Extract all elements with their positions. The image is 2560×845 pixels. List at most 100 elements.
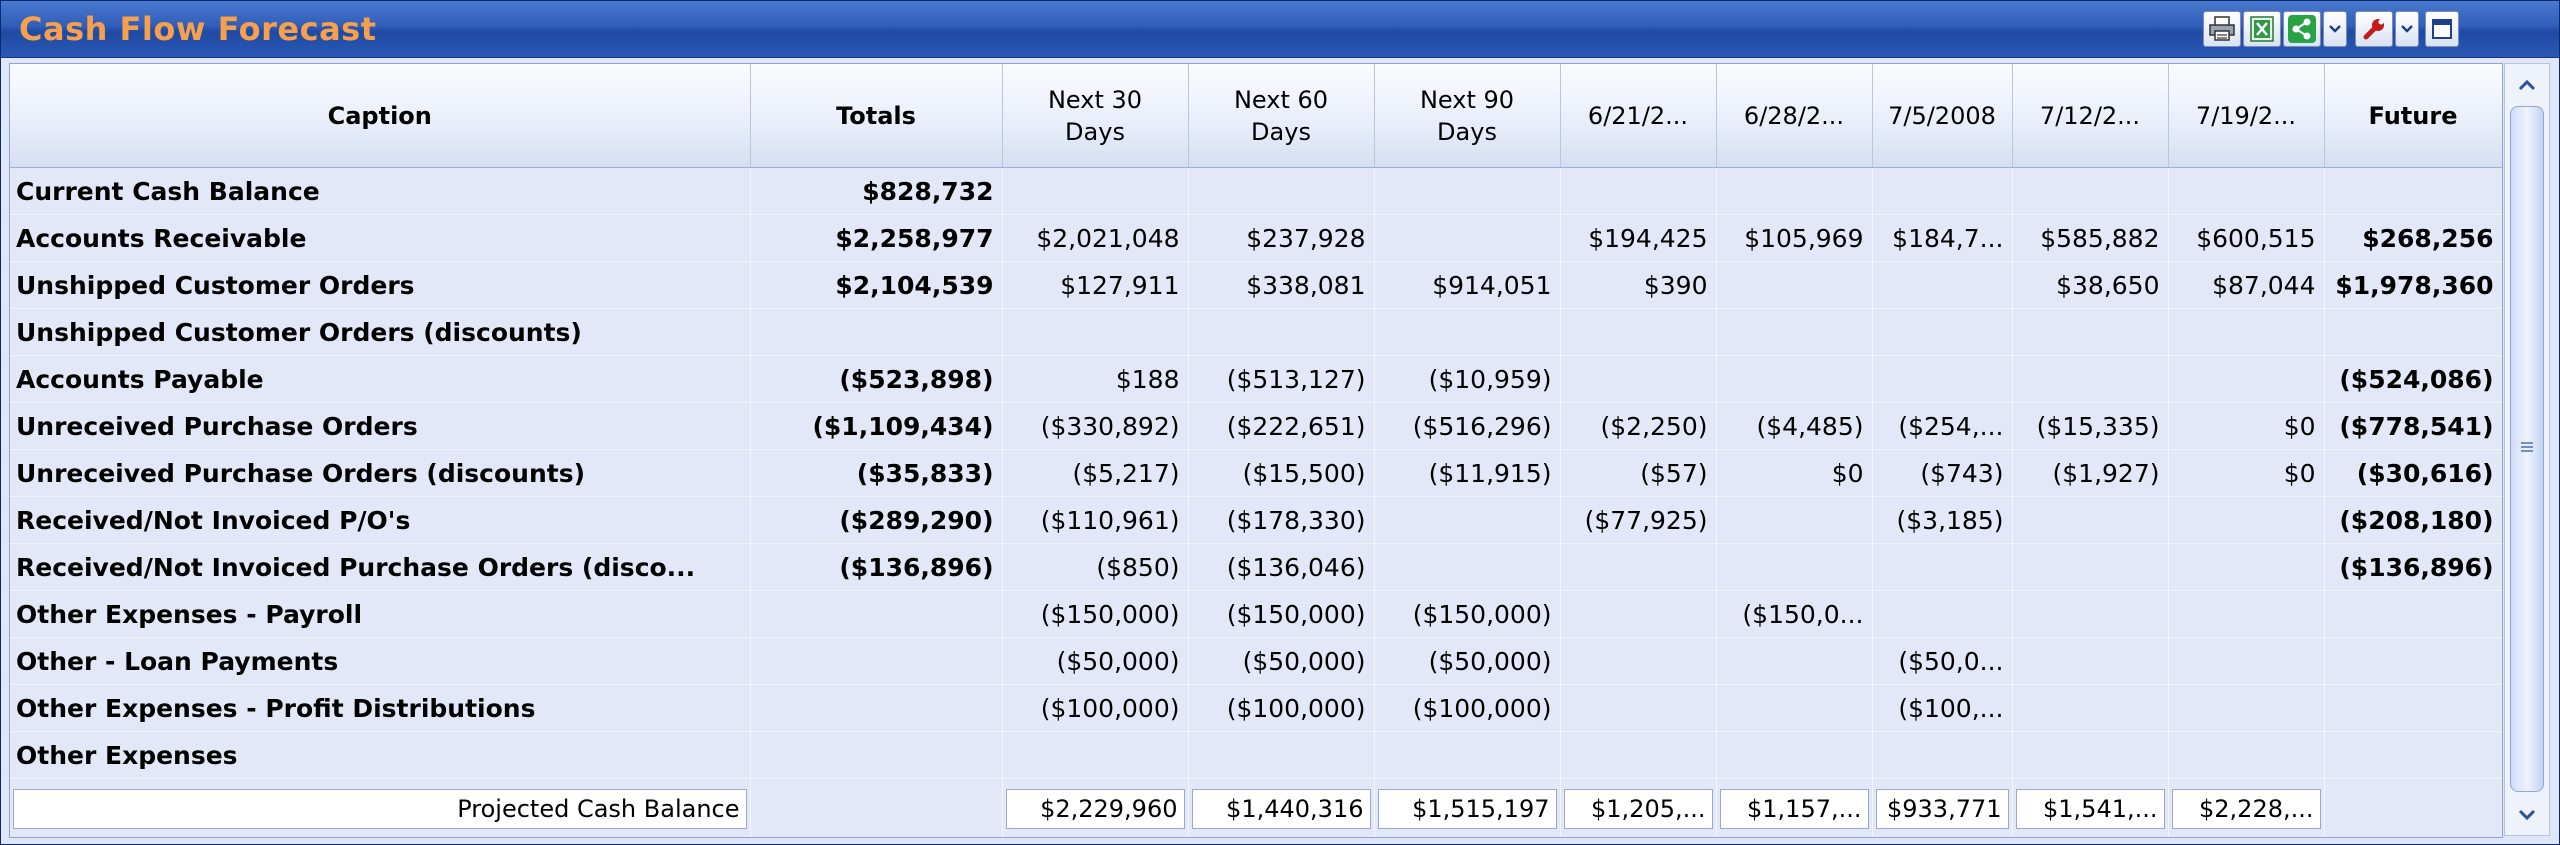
cell-d4[interactable] (2012, 684, 2169, 732)
cell-d3[interactable]: ($100,... (1872, 684, 2013, 732)
vertical-scrollbar[interactable] (2504, 63, 2550, 836)
cell-n30[interactable] (1002, 731, 1189, 779)
cell-totals[interactable] (750, 637, 1003, 685)
cell-n60[interactable]: ($150,000) (1188, 590, 1375, 638)
cell-d2[interactable]: $0 (1716, 449, 1873, 497)
cell-d4[interactable] (2012, 731, 2169, 779)
cell-n30[interactable]: ($850) (1002, 543, 1189, 591)
cell-d5[interactable] (2168, 637, 2325, 685)
cell-n30[interactable]: ($5,217) (1002, 449, 1189, 497)
cell-n60[interactable]: ($50,000) (1188, 637, 1375, 685)
cell-d3[interactable] (1872, 731, 2013, 779)
cell-caption[interactable]: Other Expenses - Profit Distributions (10, 684, 751, 732)
cell-totals[interactable]: $828,732 (750, 167, 1003, 215)
cell-n60[interactable]: ($100,000) (1188, 684, 1375, 732)
cell-n60[interactable]: $237,928 (1188, 214, 1375, 262)
cell-n60[interactable]: ($136,046) (1188, 543, 1375, 591)
cell-future[interactable]: ($136,896) (2324, 543, 2502, 591)
cell-totals[interactable]: ($523,898) (750, 355, 1003, 403)
cell-d3[interactable] (1872, 261, 2013, 309)
cell-caption[interactable]: Current Cash Balance (10, 167, 751, 215)
cell-totals[interactable]: ($289,290) (750, 496, 1003, 544)
cell-d2[interactable] (1716, 543, 1873, 591)
cell-d1[interactable] (1560, 308, 1717, 356)
cell-caption[interactable]: Other - Loan Payments (10, 637, 751, 685)
cell-d2[interactable] (1716, 355, 1873, 403)
cell-n60[interactable]: ($15,500) (1188, 449, 1375, 497)
maximize-button[interactable] (2425, 11, 2459, 47)
cell-d5[interactable] (2168, 355, 2325, 403)
cell-d1[interactable]: ($2,250) (1560, 402, 1717, 450)
table-row[interactable]: Accounts Payable ($523,898) $188 ($513,127)… (10, 355, 2502, 403)
cell-future[interactable] (2324, 167, 2502, 215)
cell-n30[interactable]: ($150,000) (1002, 590, 1189, 638)
cell-totals[interactable]: ($136,896) (750, 543, 1003, 591)
table-row[interactable]: Other Expenses (10, 731, 2502, 779)
table-row[interactable]: Other Expenses - Profit Distributions ($1… (10, 684, 2502, 732)
cell-n90[interactable]: $914,051 (1374, 261, 1561, 309)
cell-d1[interactable] (1560, 590, 1717, 638)
cell-future[interactable]: ($208,180) (2324, 496, 2502, 544)
cell-d3[interactable] (1872, 167, 2013, 215)
cell-future[interactable]: ($778,541) (2324, 402, 2502, 450)
cell-totals[interactable]: ($35,833) (750, 449, 1003, 497)
table-row[interactable]: Received/Not Invoiced P/O's ($289,290) ($1… (10, 496, 2502, 544)
cell-future[interactable] (2324, 684, 2502, 732)
cell-n60[interactable] (1188, 731, 1375, 779)
cell-d5[interactable] (2168, 167, 2325, 215)
cell-d3[interactable] (1872, 543, 2013, 591)
export-excel-button[interactable] (2243, 11, 2281, 47)
cell-d4[interactable] (2012, 355, 2169, 403)
cell-n90[interactable] (1374, 496, 1561, 544)
cell-d5[interactable] (2168, 731, 2325, 779)
cell-n90[interactable] (1374, 731, 1561, 779)
table-row[interactable]: Unshipped Customer Orders (discounts) (10, 308, 2502, 356)
cell-totals[interactable] (750, 308, 1003, 356)
column-header-totals[interactable]: Totals (750, 64, 1003, 168)
cell-d4[interactable] (2012, 543, 2169, 591)
cell-d1[interactable]: ($77,925) (1560, 496, 1717, 544)
cell-future[interactable]: ($524,086) (2324, 355, 2502, 403)
cell-totals[interactable] (750, 590, 1003, 638)
cell-n30[interactable]: $188 (1002, 355, 1189, 403)
cell-caption[interactable]: Unreceived Purchase Orders (10, 402, 751, 450)
scroll-down-button[interactable] (2507, 797, 2547, 833)
table-row[interactable]: Other - Loan Payments ($50,000) ($50,000)(… (10, 637, 2502, 685)
cell-n60[interactable]: $338,081 (1188, 261, 1375, 309)
table-row[interactable]: Accounts Receivable $2,258,977 $2,021,048 $… (10, 214, 2502, 262)
cell-d2[interactable] (1716, 684, 1873, 732)
cell-caption[interactable]: Unshipped Customer Orders (10, 261, 751, 309)
cell-n30[interactable] (1002, 167, 1189, 215)
cell-n90[interactable]: ($11,915) (1374, 449, 1561, 497)
cell-d2[interactable]: ($150,0... (1716, 590, 1873, 638)
cell-d1[interactable]: $194,425 (1560, 214, 1717, 262)
cell-totals[interactable] (750, 684, 1003, 732)
cell-d3[interactable]: ($50,0... (1872, 637, 2013, 685)
table-row[interactable]: Other Expenses - Payroll ($150,000) ($150,… (10, 590, 2502, 638)
cell-n90[interactable]: ($100,000) (1374, 684, 1561, 732)
cell-n90[interactable] (1374, 167, 1561, 215)
cell-d4[interactable] (2012, 590, 2169, 638)
cell-n90[interactable] (1374, 543, 1561, 591)
cell-d2[interactable] (1716, 496, 1873, 544)
cell-n90[interactable]: ($516,296) (1374, 402, 1561, 450)
column-header-d2[interactable]: 6/28/2... (1716, 64, 1873, 168)
cell-future[interactable] (2324, 637, 2502, 685)
cell-d5[interactable] (2168, 308, 2325, 356)
cell-d3[interactable]: ($3,185) (1872, 496, 2013, 544)
table-row[interactable]: Unreceived Purchase Orders (discounts) ($… (10, 449, 2502, 497)
cell-d2[interactable] (1716, 637, 1873, 685)
cell-d1[interactable] (1560, 637, 1717, 685)
cell-n90[interactable]: ($10,959) (1374, 355, 1561, 403)
cell-d2[interactable] (1716, 731, 1873, 779)
cell-n60[interactable] (1188, 308, 1375, 356)
cell-d1[interactable] (1560, 731, 1717, 779)
cell-d5[interactable] (2168, 590, 2325, 638)
column-header-d3[interactable]: 7/5/2008 (1872, 64, 2013, 168)
cell-d1[interactable] (1560, 167, 1717, 215)
column-header-n60[interactable]: Next 60 Days (1188, 64, 1375, 168)
cell-d1[interactable] (1560, 543, 1717, 591)
column-header-n90[interactable]: Next 90 Days (1374, 64, 1561, 168)
cell-n60[interactable]: ($222,651) (1188, 402, 1375, 450)
cell-d2[interactable]: ($4,485) (1716, 402, 1873, 450)
